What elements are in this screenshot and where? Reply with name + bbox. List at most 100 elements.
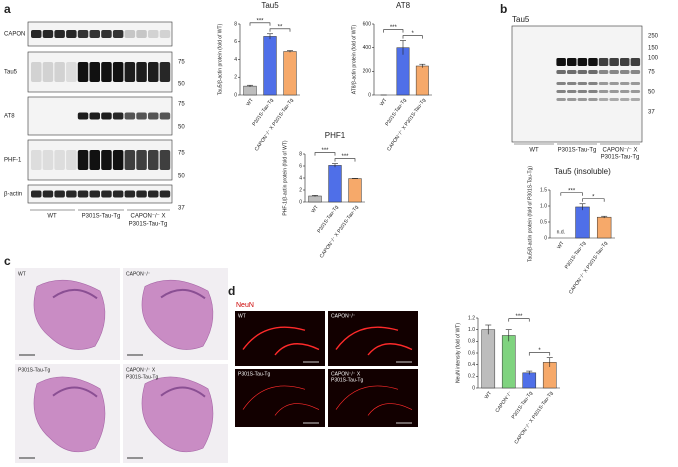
blot-band <box>148 190 159 198</box>
bar <box>328 165 342 203</box>
y-axis-label: Tau5/β-actin protein (fold of P301S-Tau-… <box>527 166 533 262</box>
image-label: CAPON⁻/⁻ X <box>126 367 156 373</box>
x-tick-label: P301S-Tau-Tg <box>511 390 535 420</box>
blot-band <box>31 190 42 198</box>
x-tick-label: WT <box>556 240 565 250</box>
neun-image <box>235 311 325 366</box>
blot-band <box>89 30 100 38</box>
y-tick-label: 1.2 <box>468 315 475 321</box>
group-label: CAPON⁻/⁻ X <box>130 214 165 220</box>
x-tick-label: CAPON⁻/⁻ X P301S-Tau-Tg <box>568 240 609 295</box>
blot-band <box>577 70 588 74</box>
blot-band <box>620 58 630 66</box>
significance-label: *** <box>321 148 329 154</box>
significance-label: * <box>538 348 541 354</box>
blot-band <box>577 82 588 85</box>
annotation: n.d. <box>557 229 565 235</box>
blot-band <box>31 62 42 82</box>
blot-band <box>159 62 171 82</box>
y-tick-label: 2 <box>299 187 302 193</box>
blot-band <box>54 190 65 198</box>
significance-label: ** <box>278 24 283 30</box>
blot-band <box>77 30 89 38</box>
blot-band <box>42 190 54 198</box>
blot-band <box>136 30 147 38</box>
significance-bracket <box>383 29 404 33</box>
panel-label: b <box>500 2 507 16</box>
blot-band <box>77 150 89 170</box>
significance-bracket <box>249 22 271 26</box>
y-tick-label: 2 <box>234 75 237 81</box>
blot-band <box>112 190 124 198</box>
significance-bracket <box>508 318 530 322</box>
blot-band <box>112 112 124 120</box>
y-tick-label: 0.5 <box>540 219 547 225</box>
significance-bracket <box>560 192 583 196</box>
blot-band <box>101 62 112 82</box>
blot-band <box>577 58 588 66</box>
blot-band <box>620 90 630 93</box>
blot-band <box>556 82 566 85</box>
blot-band <box>159 150 171 170</box>
bar <box>596 216 612 239</box>
blot-band <box>66 150 77 170</box>
blot-band <box>630 58 641 66</box>
y-tick-label: 0 <box>368 92 371 98</box>
blot-band <box>54 150 65 170</box>
neun-signal <box>335 326 413 356</box>
y-tick-label: 600 <box>363 21 372 27</box>
blot-band <box>124 150 136 170</box>
x-tick-label: P301S-Tau-Tg <box>564 240 588 270</box>
blot-band <box>136 62 147 82</box>
blot-band <box>101 30 112 38</box>
mw-marker: 50 <box>178 125 185 131</box>
group-label: P301S-Tau-Tg <box>558 148 597 154</box>
y-tick-label: 0 <box>472 385 475 391</box>
x-tick-label: CAPON⁻/⁻ X P301S-Tau-Tg <box>319 204 360 259</box>
blot-band <box>588 98 598 101</box>
blot-frame <box>511 25 643 143</box>
blot-band <box>124 30 136 38</box>
y-tick-label: 0 <box>544 235 547 241</box>
blot-band <box>620 98 630 101</box>
blot-band <box>31 30 42 38</box>
group-label: CAPON⁻/⁻ X <box>602 148 637 154</box>
neun-image <box>328 369 418 427</box>
blot-band <box>77 190 89 198</box>
hippocampus <box>52 386 98 398</box>
y-tick-label: 6 <box>299 163 302 169</box>
blot-band <box>598 90 609 93</box>
stain-label: NeuN <box>236 302 254 309</box>
bar <box>263 36 277 96</box>
significance-bracket <box>269 28 291 32</box>
blot-band <box>609 70 619 74</box>
x-tick-label: WT <box>245 97 254 107</box>
blot-band <box>556 98 566 101</box>
mw-marker: 50 <box>178 82 185 88</box>
y-axis-label: NeuN intensity (fold of WT) <box>455 323 461 383</box>
y-tick-label: 0.4 <box>468 362 475 368</box>
hippocampus <box>52 288 98 300</box>
blot-band <box>42 62 54 82</box>
blot-band <box>42 30 54 38</box>
blot-band <box>124 62 136 82</box>
significance-label: *** <box>568 188 576 194</box>
blot-band <box>89 150 100 170</box>
x-tick-label: CAPON⁻/⁻ <box>495 390 514 414</box>
y-tick-label: 8 <box>234 21 237 27</box>
y-tick-label: 0.2 <box>468 374 475 380</box>
image-label: P301S-Tau-Tg <box>126 374 158 380</box>
y-axis-label: Tau5/β-actin protein (fold of WT) <box>217 23 223 95</box>
group-label: WT <box>47 214 57 220</box>
brain-section <box>33 279 106 350</box>
bar <box>308 195 322 203</box>
image-label: CAPON⁻/⁻ <box>331 313 356 319</box>
image-label: P301S-Tau-Tg <box>238 371 270 377</box>
blot-band <box>101 190 112 198</box>
y-axis-label: PHF-1/β-actin protein (fold of WT) <box>282 140 288 215</box>
bar <box>501 335 516 389</box>
blot-band <box>588 70 598 74</box>
y-tick-label: 200 <box>363 69 372 75</box>
group-label: P301S-Tau-Tg <box>129 222 168 228</box>
brain-section <box>141 376 214 453</box>
